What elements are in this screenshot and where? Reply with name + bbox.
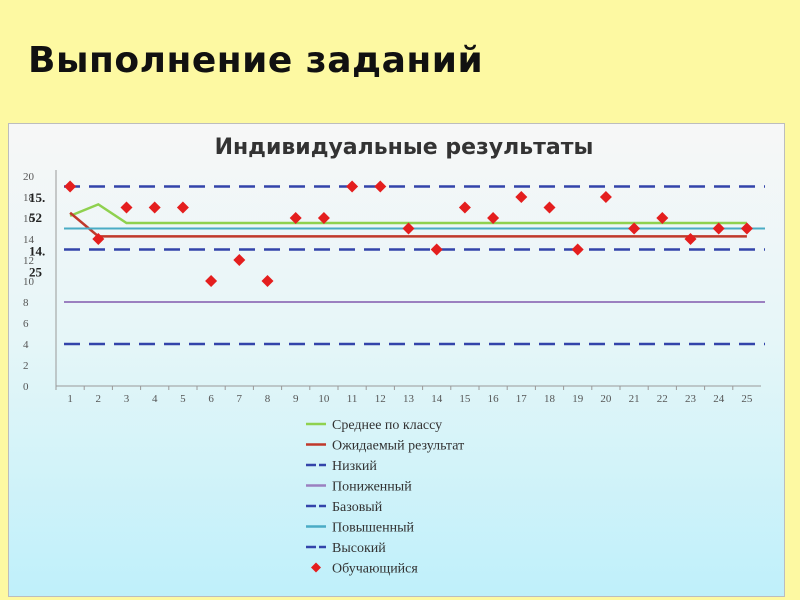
student-point-marker: [740, 222, 753, 235]
y-tick-label: 18: [23, 192, 35, 204]
y-tick-label: 20: [23, 171, 35, 183]
x-tick-label: 14: [431, 393, 443, 405]
series-layer: [64, 180, 765, 346]
x-tick-label: 3: [124, 393, 130, 405]
x-tick-label: 17: [516, 393, 528, 405]
student-point-marker: [374, 180, 387, 193]
x-tick-label: 13: [403, 393, 415, 405]
x-tick-label: 1: [67, 393, 73, 405]
legend: Среднее по классу Ожидаемый результат Низк…: [306, 418, 464, 577]
student-point-marker: [205, 275, 218, 287]
value-annotation: 52: [29, 210, 42, 225]
student-point-marker: [346, 180, 359, 193]
value-annotation: 15.: [29, 190, 45, 205]
series-1-line: [69, 202, 747, 225]
student-point-marker: [289, 212, 302, 224]
x-tick-label: 24: [713, 393, 725, 405]
y-tick-label: 10: [23, 276, 35, 288]
value-annotation: 25: [29, 265, 43, 280]
y-tick-label: 2: [23, 360, 29, 372]
y-tick-label: 6: [23, 318, 29, 330]
student-point-marker: [656, 212, 669, 224]
student-point-marker: [317, 212, 330, 224]
student-point-marker: [571, 243, 584, 256]
chart-title: Индивидуальные результаты: [215, 135, 594, 160]
x-tick-label: 16: [488, 393, 500, 405]
student-point-marker: [402, 222, 415, 235]
x-tick-label: 25: [741, 393, 753, 405]
series-2-line: [69, 211, 747, 238]
y-tick-label: 12: [23, 255, 34, 267]
y-tick-label: 4: [23, 339, 29, 351]
student-point-marker: [261, 275, 274, 287]
x-tick-label: 4: [152, 393, 158, 405]
student-point-marker: [543, 201, 556, 214]
x-tick-label: 15: [459, 393, 471, 405]
student-point-marker: [628, 222, 641, 235]
legend-label: Базовый: [332, 500, 383, 515]
legend-label: Низкий: [332, 459, 377, 474]
x-tick-label: 23: [685, 393, 697, 405]
x-tick-label: 19: [572, 393, 584, 405]
y-tick-label: 0: [23, 381, 29, 393]
legend-marker: [311, 562, 321, 573]
value-annotation: 14.: [29, 244, 45, 259]
x-tick-label: 7: [237, 393, 243, 405]
x-tick-label: 10: [318, 393, 330, 405]
legend-label: Среднее по классу: [332, 418, 442, 433]
student-point-marker: [92, 233, 105, 245]
x-tick-label: 8: [265, 393, 271, 405]
y-tick-label: 16: [23, 213, 35, 225]
student-point-marker: [430, 243, 443, 256]
x-tick-label: 21: [629, 393, 640, 405]
x-tick-label: 2: [96, 393, 102, 405]
legend-label: Высокий: [332, 541, 386, 556]
individual-results-chart: Индивидуальные результаты 02468101214161…: [23, 135, 765, 577]
plot-area: [55, 170, 761, 390]
x-tick-label: 9: [293, 393, 299, 405]
y-tick-label: 8: [23, 297, 29, 309]
student-point-marker: [684, 233, 697, 245]
y-tick-label: 14: [23, 234, 35, 246]
legend-label: Ожидаемый результат: [332, 439, 464, 454]
x-tick-label: 5: [180, 393, 186, 405]
student-point-marker: [148, 201, 161, 214]
student-point-marker: [487, 212, 500, 224]
x-tick-label: 11: [347, 393, 358, 405]
student-point-marker: [233, 254, 246, 266]
student-point-marker: [515, 191, 528, 203]
slide-title: Выполнение заданий: [28, 40, 484, 81]
x-tick-label: 18: [544, 393, 556, 405]
student-point-marker: [64, 180, 77, 193]
x-tick-label: 12: [375, 393, 386, 405]
x-tick-label: 20: [600, 393, 612, 405]
x-tick-label: 22: [657, 393, 668, 405]
x-tick-label: 6: [208, 393, 214, 405]
legend-label: Обучающийся: [332, 562, 418, 577]
student-point-marker: [176, 201, 189, 214]
chart-panel: Индивидуальные результаты 0 2 4 6 8 10 12 14 16 1…: [8, 123, 785, 597]
student-point-marker: [599, 191, 612, 203]
legend-label: Пониженный: [332, 480, 412, 495]
student-point-marker: [458, 201, 471, 214]
student-point-marker: [120, 201, 133, 214]
legend-label: Повышенный: [332, 521, 415, 536]
student-point-marker: [712, 222, 725, 235]
